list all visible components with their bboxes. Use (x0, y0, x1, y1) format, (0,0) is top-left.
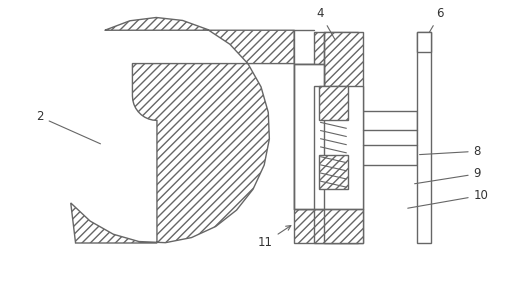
Bar (314, 32, 358, 243)
Bar (294, 64, 324, 209)
Bar (363, 111, 417, 164)
Bar (314, 86, 363, 209)
Bar (417, 32, 432, 52)
Polygon shape (294, 209, 363, 243)
Text: 9: 9 (415, 167, 481, 184)
Text: 2: 2 (36, 111, 100, 144)
Polygon shape (294, 64, 324, 209)
Polygon shape (71, 17, 294, 243)
Text: 10: 10 (408, 189, 489, 208)
Bar (417, 32, 432, 243)
Polygon shape (324, 32, 363, 243)
Text: 8: 8 (419, 145, 481, 158)
Text: 6: 6 (425, 7, 444, 40)
Text: 4: 4 (317, 7, 335, 40)
Polygon shape (319, 86, 348, 121)
Text: 11: 11 (258, 226, 291, 249)
Polygon shape (319, 155, 348, 189)
